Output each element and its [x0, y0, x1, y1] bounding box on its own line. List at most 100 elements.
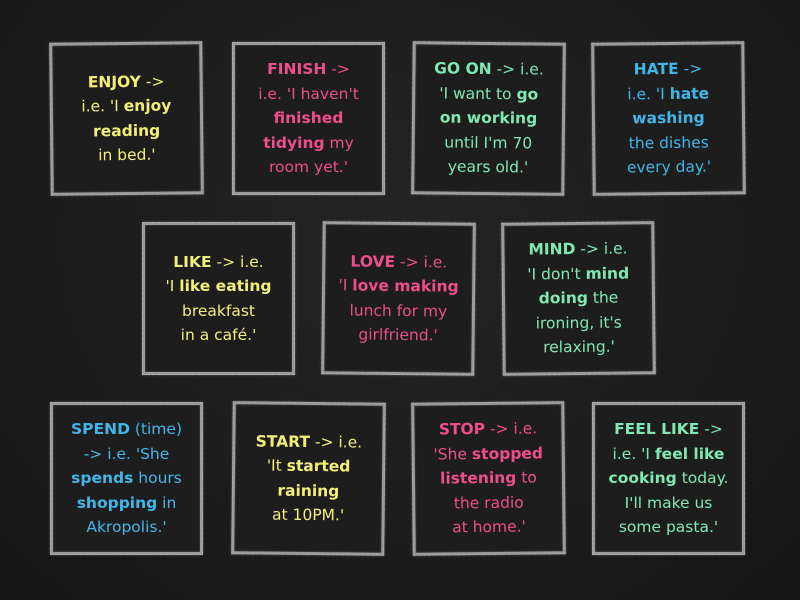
text: 'She	[433, 444, 472, 464]
card-line: raining	[277, 478, 339, 503]
bold-text: washing	[632, 108, 705, 128]
text: at home.'	[452, 517, 526, 537]
bold-text: finished	[273, 109, 344, 128]
card-line: at home.'	[452, 515, 526, 540]
text: i.e. 'I	[81, 97, 124, 116]
card-line: listening to	[440, 466, 537, 492]
card-line: girlfriend.'	[358, 323, 438, 348]
card-line: shopping in	[77, 491, 177, 516]
text: girlfriend.'	[358, 325, 438, 345]
text: (time)	[129, 420, 182, 439]
text: 'I	[165, 277, 180, 295]
card-line: -> i.e. 'She	[84, 442, 170, 467]
text: i.e. 'I	[612, 444, 655, 463]
bold-text: mind	[585, 264, 630, 283]
text: at 10PM.'	[271, 505, 345, 525]
bold-text: FEEL LIKE	[614, 420, 700, 439]
card-line: HATE ->	[634, 57, 703, 82]
card-line: the dishes	[629, 130, 709, 155]
bold-text: LIKE	[173, 252, 212, 271]
bold-text: STOP	[438, 420, 486, 439]
text: the radio	[453, 493, 524, 513]
card-line: the radio	[454, 490, 524, 515]
card-line: 'She stopped	[433, 441, 543, 467]
card-love[interactable]: LOVE -> i.e. 'I love making lunch for my gi…	[321, 221, 476, 376]
text: years old.'	[447, 157, 529, 177]
text: room yet.'	[269, 158, 348, 177]
card-line: doing the	[539, 286, 619, 311]
text: in	[157, 493, 177, 512]
card-line: relaxing.'	[543, 335, 615, 360]
card-line: until I'm 70	[444, 130, 532, 155]
bold-text: listening	[440, 468, 517, 488]
bold-text: HATE	[633, 60, 679, 79]
bold-text: doing	[538, 289, 588, 308]
card-line: i.e. 'I enjoy	[81, 94, 171, 119]
card-line: i.e. 'I feel like	[613, 442, 725, 467]
card-line: ENJOY ->	[88, 69, 165, 94]
bold-text: FINISH	[267, 60, 327, 79]
card-line: at 10PM.'	[272, 503, 344, 528]
text: ->	[678, 59, 703, 79]
card-line: some pasta.'	[619, 515, 718, 540]
text: 'I want to	[439, 84, 517, 104]
text: some pasta.'	[618, 518, 719, 537]
card-line: LIKE -> i.e.	[173, 250, 263, 275]
card-line: FEEL LIKE ->	[614, 417, 723, 442]
bold-text: reading	[92, 121, 161, 140]
card-like[interactable]: LIKE -> i.e. 'I like eating breakfast in a …	[142, 222, 295, 375]
card-line: reading	[93, 118, 160, 143]
card-line: years old.'	[448, 155, 529, 180]
card-line: every day.'	[627, 155, 711, 180]
card-line: ironing, it's	[536, 310, 622, 335]
bold-text: LOVE	[350, 251, 396, 271]
card-line: 'I want to go	[439, 81, 538, 107]
card-line: MIND -> i.e.	[528, 237, 627, 263]
bold-text: START	[255, 431, 311, 451]
card-line: SPEND (time)	[71, 417, 182, 442]
text: today.	[676, 469, 729, 488]
card-line: 'I like eating	[165, 274, 271, 299]
bold-text: like eating	[179, 277, 272, 295]
text: 'I	[338, 276, 353, 295]
card-line: Akropolis.'	[86, 515, 166, 540]
text: -> i.e.	[309, 432, 363, 452]
card-line: breakfast	[182, 299, 255, 324]
text: -> i.e.	[491, 60, 544, 79]
card-line: STOP -> i.e.	[439, 417, 538, 443]
bold-text: started	[286, 456, 351, 476]
card-line: tidying my	[263, 131, 354, 156]
card-line: i.e. 'I haven't	[258, 82, 359, 107]
card-finish[interactable]: FINISH -> i.e. 'I haven't finished tidying …	[232, 42, 385, 195]
bold-text: on working	[439, 108, 538, 128]
text: -> i.e. 'She	[83, 444, 170, 463]
bold-text: tidying	[263, 133, 325, 152]
text: I'll make us	[624, 493, 713, 512]
card-line: finished	[274, 106, 344, 131]
card-stop[interactable]: STOP -> i.e. 'She stopped listening to the …	[411, 401, 566, 556]
card-spend[interactable]: SPEND (time) -> i.e. 'She spends hours shop…	[50, 402, 203, 555]
bold-text: ENJOY	[87, 72, 142, 91]
card-go-on[interactable]: GO ON -> i.e. 'I want to go on working unti…	[411, 41, 566, 196]
bold-text: raining	[277, 481, 340, 500]
card-line: 'It started	[267, 454, 351, 479]
card-line: 'I don't mind	[527, 261, 629, 287]
card-mind[interactable]: MIND -> i.e. 'I don't mind doing the ironin…	[501, 221, 656, 376]
card-line: spends hours	[71, 466, 182, 491]
bold-text: love making	[352, 276, 459, 296]
card-feel-like[interactable]: FEEL LIKE -> i.e. 'I feel like cooking tod…	[592, 402, 745, 555]
card-line: i.e. 'I hate	[627, 81, 709, 106]
bold-text: feel like	[654, 444, 725, 463]
text: my	[324, 133, 354, 152]
card-enjoy[interactable]: ENJOY -> i.e. 'I enjoy reading in bed.'	[49, 41, 204, 196]
card-line: lunch for my	[349, 298, 447, 324]
text: ironing, it's	[535, 313, 622, 333]
card-line: 'I love making	[338, 273, 458, 299]
bold-text: hate	[669, 84, 710, 103]
card-start[interactable]: START -> i.e. 'It started raining at 10PM.'	[231, 401, 386, 556]
card-hate[interactable]: HATE -> i.e. 'I hate washing the dishes ever…	[591, 41, 746, 196]
card-line: washing	[632, 106, 705, 131]
bold-text: enjoy	[123, 96, 172, 116]
text: -> i.e.	[211, 252, 264, 271]
